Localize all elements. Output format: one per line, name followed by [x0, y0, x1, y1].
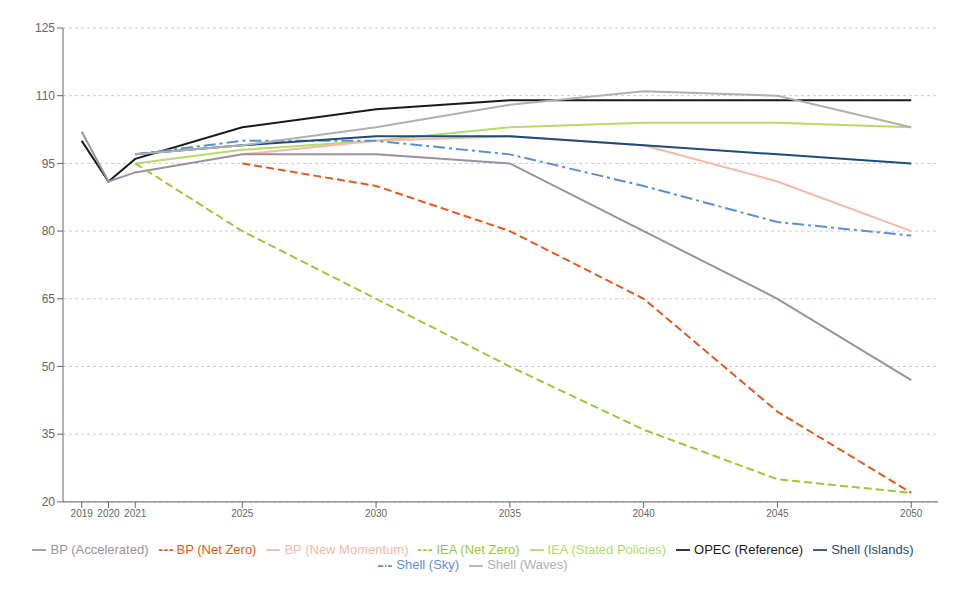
- html-text:BP (Accelerated): BP (Accelerated): [50, 541, 149, 557]
- html-text:Shell (Islands): Shell (Islands): [831, 541, 914, 557]
- svg-text:2035: 2035: [499, 508, 522, 519]
- svg-text:35: 35: [42, 427, 56, 441]
- svg-text:80: 80: [42, 224, 56, 238]
- svg-text:2019: 2019: [71, 508, 94, 519]
- svg-text:2040: 2040: [633, 508, 656, 519]
- svg-text:2020: 2020: [97, 508, 120, 519]
- svg-text:50: 50: [42, 360, 56, 374]
- html-text:OPEC (Reference): OPEC (Reference): [694, 541, 804, 557]
- svg-text:2045: 2045: [766, 508, 789, 519]
- html-text:BP (New Momentum): BP (New Momentum): [284, 541, 409, 557]
- svg-text:2021: 2021: [124, 508, 147, 519]
- html-text:BP (Net Zero): BP (Net Zero): [176, 541, 257, 557]
- html-text:IEA (Net Zero): IEA (Net Zero): [436, 541, 520, 557]
- svg-text:2025: 2025: [231, 508, 254, 519]
- svg-text:2050: 2050: [900, 508, 923, 519]
- svg-text:65: 65: [42, 292, 56, 306]
- html-text:Shell (Waves): Shell (Waves): [487, 557, 568, 573]
- svg-text:2030: 2030: [365, 508, 388, 519]
- svg-text:20: 20: [42, 495, 56, 509]
- html-text:Shell (Sky): Shell (Sky): [396, 557, 460, 573]
- svg-text:95: 95: [42, 157, 56, 171]
- html-text:IEA (Stated Policies): IEA (Stated Policies): [547, 541, 666, 557]
- svg-text:125: 125: [35, 21, 55, 35]
- svg-text:110: 110: [36, 89, 55, 103]
